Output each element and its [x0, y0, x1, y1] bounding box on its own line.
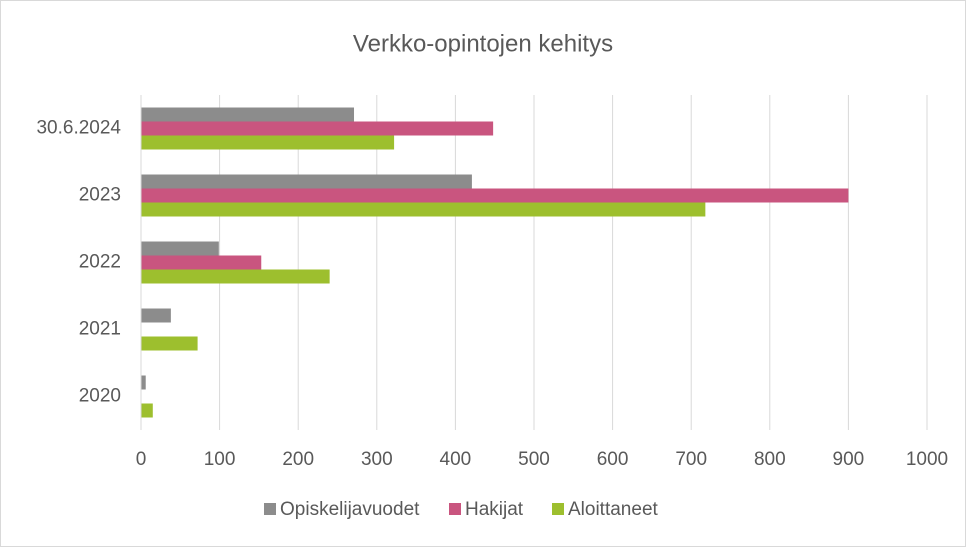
- x-tick-label: 600: [597, 449, 629, 470]
- x-tick-label: 1000: [906, 449, 948, 470]
- legend-label: Hakijat: [465, 499, 524, 520]
- legend-swatch: [449, 503, 461, 515]
- x-tick-label: 400: [440, 449, 472, 470]
- legend-swatch: [264, 503, 276, 515]
- bar: [141, 202, 706, 217]
- bar: [141, 107, 355, 122]
- y-tick-label: 2022: [79, 252, 121, 273]
- x-tick-label: 100: [204, 449, 236, 470]
- legend-label: Opiskelijavuodet: [280, 499, 420, 520]
- x-tick-label: 0: [136, 449, 147, 470]
- bar: [141, 269, 330, 284]
- y-tick-label: 2023: [79, 185, 121, 206]
- x-tick-label: 300: [361, 449, 393, 470]
- bar: [141, 308, 171, 323]
- bar: [141, 174, 472, 189]
- x-tick-label: 800: [754, 449, 786, 470]
- x-tick-label: 500: [518, 449, 550, 470]
- legend-label: Aloittaneet: [568, 499, 659, 520]
- y-tick-label: 2020: [79, 386, 121, 407]
- bar: [141, 121, 494, 136]
- x-tick-label: 900: [833, 449, 865, 470]
- bar: [141, 188, 849, 203]
- bar: [141, 135, 395, 150]
- x-tick-label: 200: [282, 449, 314, 470]
- y-tick-label: 30.6.2024: [36, 118, 121, 139]
- legend-swatch: [552, 503, 564, 515]
- bar: [141, 403, 153, 418]
- bar: [141, 336, 198, 351]
- x-tick-label: 700: [675, 449, 707, 470]
- bar: [141, 255, 262, 270]
- y-tick-label: 2021: [79, 319, 121, 340]
- chart-title: Verkko-opintojen kehitys: [353, 30, 613, 57]
- bar: [141, 375, 146, 390]
- bar: [141, 241, 219, 256]
